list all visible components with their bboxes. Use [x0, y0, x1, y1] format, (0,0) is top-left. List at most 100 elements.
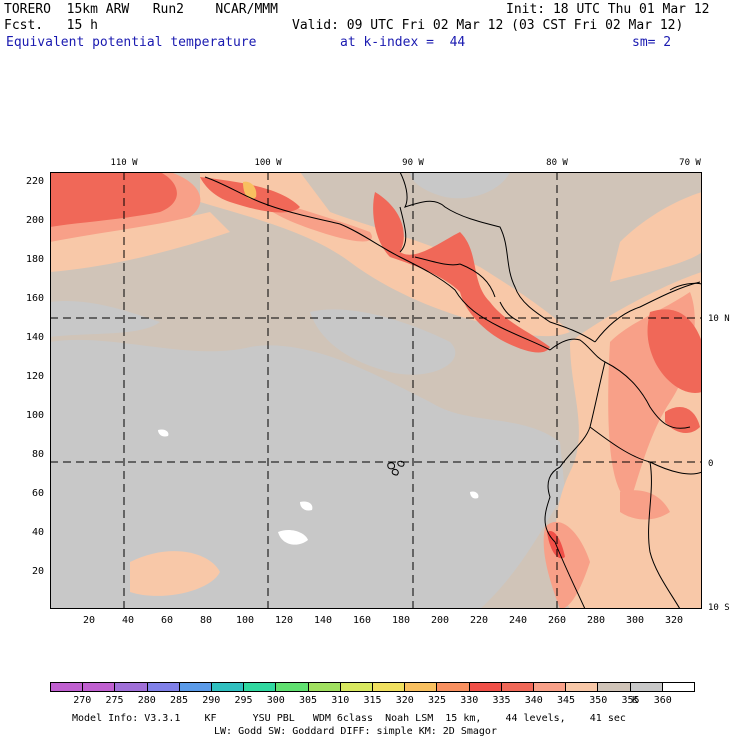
colorbar-swatch — [115, 683, 148, 691]
colorbar-swatch — [405, 683, 438, 691]
lon-label-90w: 90 W — [402, 158, 424, 168]
border-peru-brazil — [648, 461, 681, 609]
border-colombia-venezuela — [604, 361, 691, 429]
colorbar-label: 335 — [492, 695, 511, 706]
colorbar-label: 325 — [427, 695, 447, 706]
border — [414, 256, 461, 266]
coastline-caribbean — [399, 172, 596, 343]
colorbar-label: 315 — [363, 695, 382, 706]
colorbar-label: 350 — [589, 695, 608, 706]
x-tick: 60 — [160, 615, 174, 626]
x-tick: 120 — [274, 615, 294, 626]
colorbar-swatch — [437, 683, 470, 691]
colorbar-swatch — [630, 683, 663, 691]
field-gray-region — [410, 172, 510, 199]
border-colombia-peru — [589, 426, 702, 475]
field-white-patch — [300, 501, 313, 511]
field-gray-region — [50, 301, 160, 337]
x-tick: 20 — [82, 615, 96, 626]
y-tick: 120 — [25, 371, 44, 382]
colorbar-swatch — [534, 683, 567, 691]
colorbar-swatch — [244, 683, 277, 691]
border — [399, 206, 407, 253]
field-warm-region — [610, 192, 702, 282]
x-tick: 100 — [235, 615, 255, 626]
colorbar-label: 355 — [621, 695, 640, 706]
init-time: Init: 18 UTC Thu 01 Mar 12 — [506, 2, 710, 17]
colorbar-swatch — [147, 683, 180, 691]
y-tick: 220 — [25, 176, 44, 187]
lat-label-0: 0 — [708, 459, 714, 469]
field-salmon-region — [620, 490, 670, 520]
x-tick: 280 — [586, 615, 606, 626]
model-info: Model Info: V3.3.1 KF YSU PBL WDM 6class… — [72, 713, 626, 724]
field-hot-region — [647, 309, 702, 393]
x-tick: 200 — [430, 615, 450, 626]
y-tick: 40 — [31, 527, 44, 538]
field-hot-region — [373, 192, 550, 353]
x-tick: 140 — [313, 615, 333, 626]
x-tick: 160 — [352, 615, 372, 626]
graticule — [50, 172, 702, 609]
colorbar-label: 320 — [395, 695, 414, 706]
island-galapagos — [391, 469, 399, 476]
x-tick: 80 — [199, 615, 213, 626]
field-hot-region — [665, 407, 700, 434]
colorbar-label: 340 — [524, 695, 543, 706]
x-tick: 260 — [547, 615, 567, 626]
lon-label-70w: 70 W — [679, 158, 701, 168]
coastline-ecuador-peru — [544, 466, 586, 609]
colorbar-label: 300 — [266, 695, 285, 706]
y-tick: 200 — [25, 215, 44, 226]
colorbar-label: 280 — [137, 695, 156, 706]
y-tick: 100 — [25, 410, 44, 421]
colorbar-label: 330 — [460, 695, 479, 706]
x-tick: 40 — [121, 615, 135, 626]
colorbar-label: 295 — [234, 695, 253, 706]
colorbar-swatch — [51, 683, 84, 691]
x-tick: 300 — [625, 615, 645, 626]
lon-label-110w: 110 W — [110, 158, 138, 168]
field-white-patch — [470, 491, 479, 499]
colorbar-label: 310 — [331, 695, 350, 706]
colorbar-label: 345 — [556, 695, 576, 706]
border — [499, 301, 521, 323]
field-white-patch — [278, 529, 308, 545]
colorbar-swatch — [83, 683, 116, 691]
field-name: Equivalent potential temperature — [6, 35, 257, 50]
field-hot-region — [50, 172, 177, 227]
colorbar-label: 275 — [105, 695, 124, 706]
level-index: at k-index = 44 — [340, 35, 466, 50]
map-frame — [50, 172, 702, 609]
physics-info: LW: Godd SW: Goddard DIFF: simple KM: 2D… — [214, 726, 497, 737]
colorbar-label: 360 — [653, 695, 672, 706]
lon-label-100w: 100 W — [254, 158, 282, 168]
colorbar-swatch — [373, 683, 406, 691]
colorbar-swatch — [469, 683, 502, 691]
colorbar-swatch — [212, 683, 245, 691]
field-peak-region — [243, 181, 257, 199]
y-tick: 180 — [25, 254, 44, 265]
lat-label-10s: 10 S — [708, 603, 730, 613]
field-gray-region — [170, 380, 510, 535]
field-gray-region — [310, 309, 456, 375]
island-galapagos — [387, 462, 395, 470]
forecast-hour: Fcst. 15 h — [4, 18, 98, 33]
theta-e-map — [50, 172, 702, 609]
border — [459, 263, 496, 298]
coastline-central-america — [204, 176, 551, 351]
y-tick: 20 — [31, 566, 44, 577]
smoothing-label: sm= 2 — [632, 35, 672, 50]
field-warm-region — [130, 551, 220, 596]
colorbar-label: 290 — [202, 695, 221, 706]
colorbar-swatch — [662, 683, 695, 691]
coastline-north-sa — [594, 281, 701, 343]
model-title: TORERO 15km ARW Run2 NCAR/MMM — [4, 2, 278, 17]
lat-label-10n: 10 N — [708, 314, 730, 324]
colorbar-swatch — [566, 683, 599, 691]
colorbar-unit: K — [631, 695, 639, 706]
x-tick: 220 — [469, 615, 489, 626]
field-white-patch — [158, 429, 169, 437]
lon-label-80w: 80 W — [546, 158, 568, 168]
valid-time: Valid: 09 UTC Fri 02 Mar 12 (03 CST Fri … — [292, 18, 684, 33]
